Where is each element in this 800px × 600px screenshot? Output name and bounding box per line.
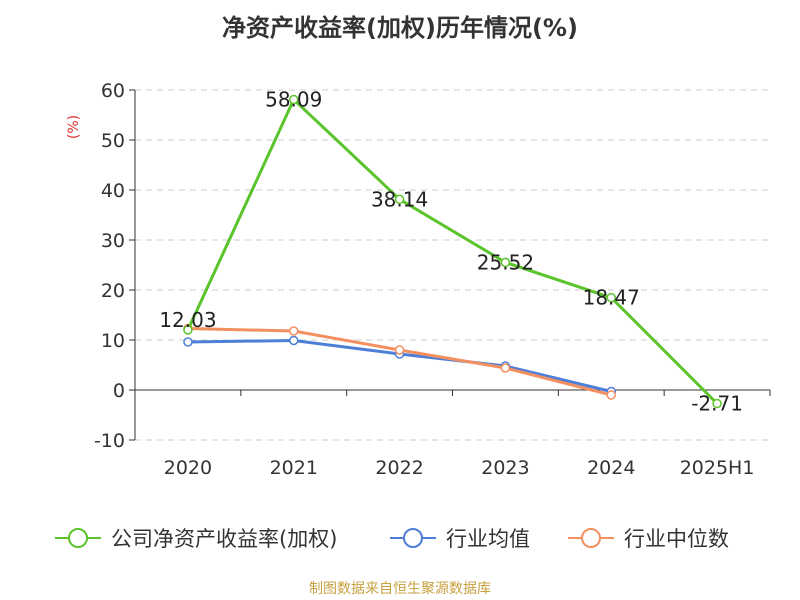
legend-label: 行业均值 — [446, 527, 530, 551]
data-point — [606, 292, 616, 303]
x-tick-label: 2022 — [375, 457, 423, 479]
data-point — [712, 398, 722, 409]
data-label: 25.52 — [477, 250, 534, 274]
chart-title: 净资产收益率(加权)历年情况(%) — [222, 14, 578, 42]
x-tick-label: 2023 — [481, 457, 529, 479]
data-point — [289, 94, 299, 105]
y-tick-label: 60 — [101, 80, 125, 102]
y-tick-label: 50 — [101, 130, 125, 152]
y-tick-label: -10 — [94, 430, 125, 452]
gridlines — [135, 89, 770, 441]
y-axis-label: (%) — [66, 115, 82, 139]
x-tick-label: 2020 — [164, 457, 212, 479]
data-point — [183, 337, 193, 347]
x-tick-label: 2024 — [587, 457, 635, 479]
data-point — [289, 335, 299, 346]
data-label: -2.71 — [691, 392, 743, 416]
data-label: 38.14 — [371, 187, 428, 211]
x-tick-label: 2021 — [270, 457, 318, 479]
data-label: 18.47 — [583, 286, 640, 310]
series-lines — [183, 94, 722, 409]
data-point — [289, 326, 299, 336]
y-tick-label: 40 — [101, 180, 125, 202]
y-tick-label: 20 — [101, 280, 125, 302]
legend: 公司净资产收益率(加权) 行业均值 行业中位数 — [55, 527, 729, 551]
data-point — [394, 194, 405, 205]
x-tick-label: 2025H1 — [680, 457, 755, 479]
data-point — [500, 363, 511, 373]
data-source-note: 制图数据来自恒生聚源数据库 — [309, 581, 491, 597]
axes: -10 0 10 20 30 40 50 60 2020 2021 2022 2023 2024 2025… — [94, 80, 771, 479]
data-label: 12.03 — [159, 308, 216, 332]
legend-label: 行业中位数 — [624, 527, 729, 551]
data-point — [606, 390, 616, 400]
legend-label: 公司净资产收益率(加权) — [111, 527, 337, 551]
y-tick-label: 10 — [101, 330, 125, 352]
legend-marker — [403, 528, 423, 548]
legend-marker — [68, 528, 88, 548]
data-point — [183, 325, 193, 335]
y-tick-label: 0 — [113, 380, 125, 402]
series-line-3 — [187, 327, 612, 397]
y-tick-label: 30 — [101, 230, 125, 252]
data-label: 58.09 — [265, 88, 322, 112]
data-labels: 12.03 58.09 38.14 25.52 18.47 -2.71 — [159, 88, 743, 416]
data-point — [394, 345, 405, 355]
legend-marker — [581, 528, 601, 548]
data-point — [500, 257, 511, 268]
series-line-1 — [186, 98, 719, 405]
